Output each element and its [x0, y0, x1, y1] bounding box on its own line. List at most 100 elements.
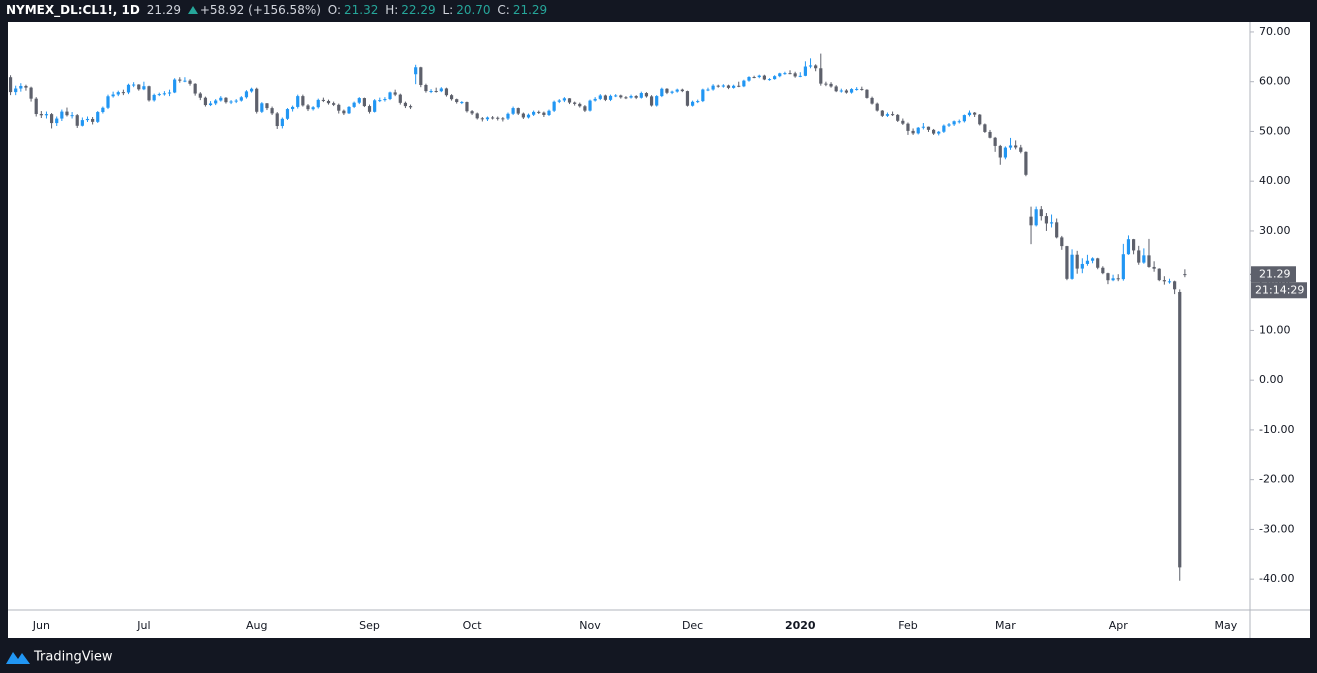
- y-tick-label: 10.00: [1259, 323, 1291, 336]
- last-price-label: 21.29: [1259, 267, 1291, 280]
- candle-body: [1147, 255, 1151, 267]
- candle-body: [1137, 250, 1141, 263]
- candle-body: [532, 111, 536, 115]
- candle-body: [255, 88, 259, 112]
- candle-body: [121, 92, 125, 94]
- candle-body: [460, 102, 464, 104]
- candle-body: [19, 85, 23, 89]
- ohlc-label: C:: [497, 3, 510, 17]
- candle-body: [70, 115, 74, 117]
- brand: TradingView: [33, 650, 113, 665]
- candle-body: [516, 108, 520, 114]
- candle-body: [942, 125, 946, 132]
- candle-body: [1085, 260, 1090, 264]
- candle-body: [957, 121, 961, 123]
- candle-body: [1003, 147, 1007, 158]
- candle-body: [91, 118, 95, 122]
- candle-body: [116, 92, 120, 95]
- candle-body: [85, 118, 90, 121]
- candle-body: [60, 111, 64, 119]
- candle-body: [870, 97, 874, 104]
- candle-body: [342, 110, 346, 114]
- candle-body: [762, 75, 766, 80]
- candle-body: [439, 88, 443, 92]
- x-tick-label: Nov: [579, 619, 601, 632]
- candle-body: [614, 95, 618, 97]
- ohlc-value: 22.29: [401, 3, 436, 17]
- candle-body: [55, 118, 59, 124]
- candle-body: [275, 113, 279, 127]
- candle-body: [573, 102, 577, 104]
- candle-body: [1116, 278, 1120, 280]
- candle-body: [911, 130, 915, 134]
- candle-body: [988, 131, 992, 138]
- candle-body: [824, 83, 828, 85]
- y-tick-label: -10.00: [1259, 423, 1294, 436]
- x-tick-label: 2020: [785, 619, 816, 632]
- candle-body: [296, 96, 300, 107]
- change: +58.92 (+156.58%): [199, 3, 321, 17]
- candle-body: [655, 96, 659, 106]
- candle-body: [434, 90, 438, 92]
- candle-body: [96, 112, 100, 122]
- candle-body: [926, 126, 931, 130]
- candle-body: [793, 73, 797, 77]
- candle-body: [670, 91, 674, 93]
- candle-body: [501, 118, 505, 120]
- candle-body: [834, 86, 838, 92]
- legend: NYMEX_DL:CL1!, 1D 21.29 +58.92 (+156.58%…: [6, 3, 550, 17]
- y-tick-label: 0.00: [1259, 373, 1284, 386]
- candle-body: [280, 118, 284, 127]
- candle-body: [306, 105, 310, 110]
- candle-body: [188, 80, 192, 84]
- candle-body: [80, 120, 84, 126]
- y-tick-label: 30.00: [1259, 224, 1291, 237]
- candle-body: [455, 99, 459, 103]
- candle-body: [106, 96, 110, 108]
- candle-body: [690, 101, 695, 106]
- candle-body: [1183, 274, 1187, 276]
- candle-body: [249, 88, 254, 92]
- candle-body: [665, 88, 669, 93]
- candle-body: [865, 89, 869, 98]
- candle-body: [419, 67, 423, 85]
- candle-body: [598, 95, 602, 99]
- candle-body: [162, 93, 167, 95]
- candle-body: [921, 126, 925, 128]
- candle-body: [496, 117, 500, 119]
- candle-body: [1080, 263, 1084, 269]
- ohlc-value: 21.32: [344, 3, 379, 17]
- candle-body: [270, 108, 274, 114]
- candle-body: [603, 95, 608, 100]
- candle-body: [855, 88, 859, 90]
- candle-body: [1090, 258, 1095, 261]
- candle-body: [732, 85, 736, 88]
- candle-body: [583, 106, 587, 111]
- candle-body: [214, 100, 218, 104]
- x-tick-label: Jun: [32, 619, 50, 632]
- candle-body: [1106, 273, 1110, 281]
- candle-body: [803, 66, 808, 76]
- candle-body: [1096, 258, 1100, 268]
- candle-body: [1142, 255, 1146, 263]
- candle-body: [1024, 151, 1028, 175]
- candle-body: [244, 91, 249, 98]
- candle-body: [24, 85, 28, 88]
- countdown-box: [1251, 282, 1307, 299]
- candle-body: [14, 88, 18, 93]
- candle-body: [414, 67, 418, 75]
- last-price-box: [1251, 266, 1296, 283]
- x-tick-label: Oct: [463, 619, 483, 632]
- candle-body: [567, 98, 572, 103]
- candle-body: [526, 114, 531, 118]
- candle-body: [798, 75, 802, 77]
- candle-body: [506, 113, 510, 119]
- candle-body: [260, 103, 264, 112]
- candle-body: [993, 137, 997, 146]
- candle-body: [465, 102, 469, 112]
- candle-body: [408, 106, 413, 108]
- candle-body: [388, 92, 392, 100]
- chart-area: [8, 22, 1310, 638]
- candle-body: [1065, 246, 1069, 279]
